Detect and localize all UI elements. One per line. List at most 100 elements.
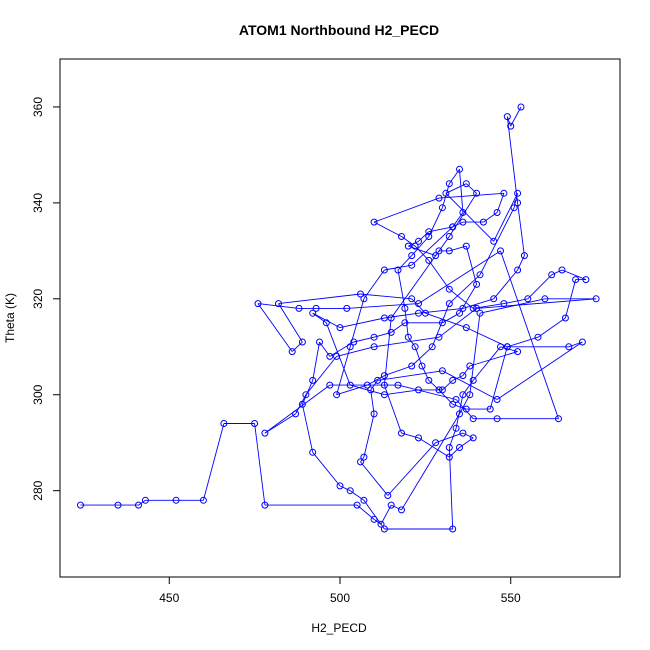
data-point [302, 391, 310, 399]
data-point [473, 280, 481, 288]
data-point [572, 276, 580, 284]
data-point [456, 309, 463, 317]
data-point [435, 386, 443, 394]
data-point [374, 376, 382, 384]
series-line-segment [373, 221, 402, 237]
data-point [322, 319, 330, 327]
x-axis: 450 500 550 [159, 576, 521, 605]
series-line-segment [301, 404, 314, 453]
data-point [261, 501, 269, 509]
series-line-segment [407, 336, 416, 348]
series-line-segment [370, 389, 375, 414]
series-line-segment [452, 375, 464, 381]
data-point [445, 300, 453, 308]
series-line-segment [469, 313, 481, 395]
data-point [459, 209, 467, 216]
series-line-segment [537, 317, 566, 338]
chart-title: ATOM1 Northbound H2_PECD [239, 22, 439, 38]
series-line-segment [493, 269, 518, 300]
data-point [295, 304, 303, 312]
y-tick-label: 280 [31, 480, 45, 500]
series-line-segment [370, 380, 378, 391]
data-point [500, 189, 508, 197]
series-points [77, 103, 600, 533]
data-point [346, 343, 354, 351]
data-point [353, 501, 361, 509]
series-line-segment [506, 116, 519, 203]
data-point [346, 487, 354, 495]
series-line-segment [465, 183, 477, 194]
series-line-segment [384, 264, 412, 271]
series-line-segment [506, 116, 512, 127]
data-point [398, 506, 405, 514]
data-point [316, 338, 323, 346]
data-point [476, 309, 484, 317]
data-point [534, 333, 542, 341]
data-point [370, 515, 378, 523]
data-point [141, 496, 149, 504]
data-point [418, 362, 426, 370]
series-line-segment [373, 197, 440, 223]
data-point [336, 482, 344, 490]
series-line-segment [476, 298, 597, 309]
data-point [336, 324, 344, 332]
data-point [445, 180, 453, 188]
data-point [394, 266, 402, 274]
series-line-segment [465, 245, 478, 285]
data-point [578, 338, 586, 346]
series-line-segment [438, 192, 504, 199]
series-line-segment [428, 260, 450, 290]
data-point [411, 242, 419, 250]
data-point [469, 304, 477, 312]
data-point [220, 420, 228, 427]
series-line-segment [384, 365, 412, 377]
data-point [497, 247, 504, 255]
series-line-segment [391, 504, 402, 511]
series-line-segment [411, 346, 433, 367]
data-point [343, 304, 351, 312]
data-point [298, 338, 306, 346]
data-point [459, 391, 467, 399]
series-line-segment [472, 346, 501, 381]
data-point [490, 237, 498, 245]
y-axis: 280 300 320 340 360 [31, 97, 61, 501]
data-point [449, 400, 457, 408]
series-line-segment [507, 336, 539, 348]
data-point [357, 458, 364, 466]
data-point [548, 271, 556, 279]
data-point [452, 424, 460, 432]
data-point [398, 429, 405, 437]
data-point [298, 400, 306, 408]
series-line-segment [503, 298, 528, 305]
series-line-segment [312, 341, 320, 381]
series-line-segment [363, 500, 385, 530]
data-point [326, 352, 334, 360]
data-point [309, 376, 317, 384]
data-point [514, 199, 522, 207]
series-line-segment [336, 346, 375, 357]
data-point [459, 218, 467, 226]
data-point [449, 525, 457, 533]
data-point [459, 429, 467, 437]
y-tick-label: 340 [31, 193, 45, 213]
data-point [582, 276, 590, 284]
data-point [558, 266, 566, 274]
data-point [445, 444, 453, 451]
series-line-segment [435, 432, 464, 444]
data-point [309, 309, 317, 317]
data-point [459, 372, 467, 380]
series-line-segment [517, 202, 525, 256]
x-tick-label: 450 [159, 591, 179, 605]
series-line-segment [278, 293, 361, 305]
series-line-segment [568, 341, 583, 348]
data-point [435, 333, 443, 341]
data-point [565, 343, 573, 351]
data-point [592, 295, 600, 303]
series-line-segment [469, 351, 518, 367]
data-point [490, 295, 498, 303]
series-line-segment [462, 298, 494, 309]
data-point [380, 391, 388, 399]
data-point [462, 324, 470, 332]
series-line-segment [356, 504, 375, 520]
